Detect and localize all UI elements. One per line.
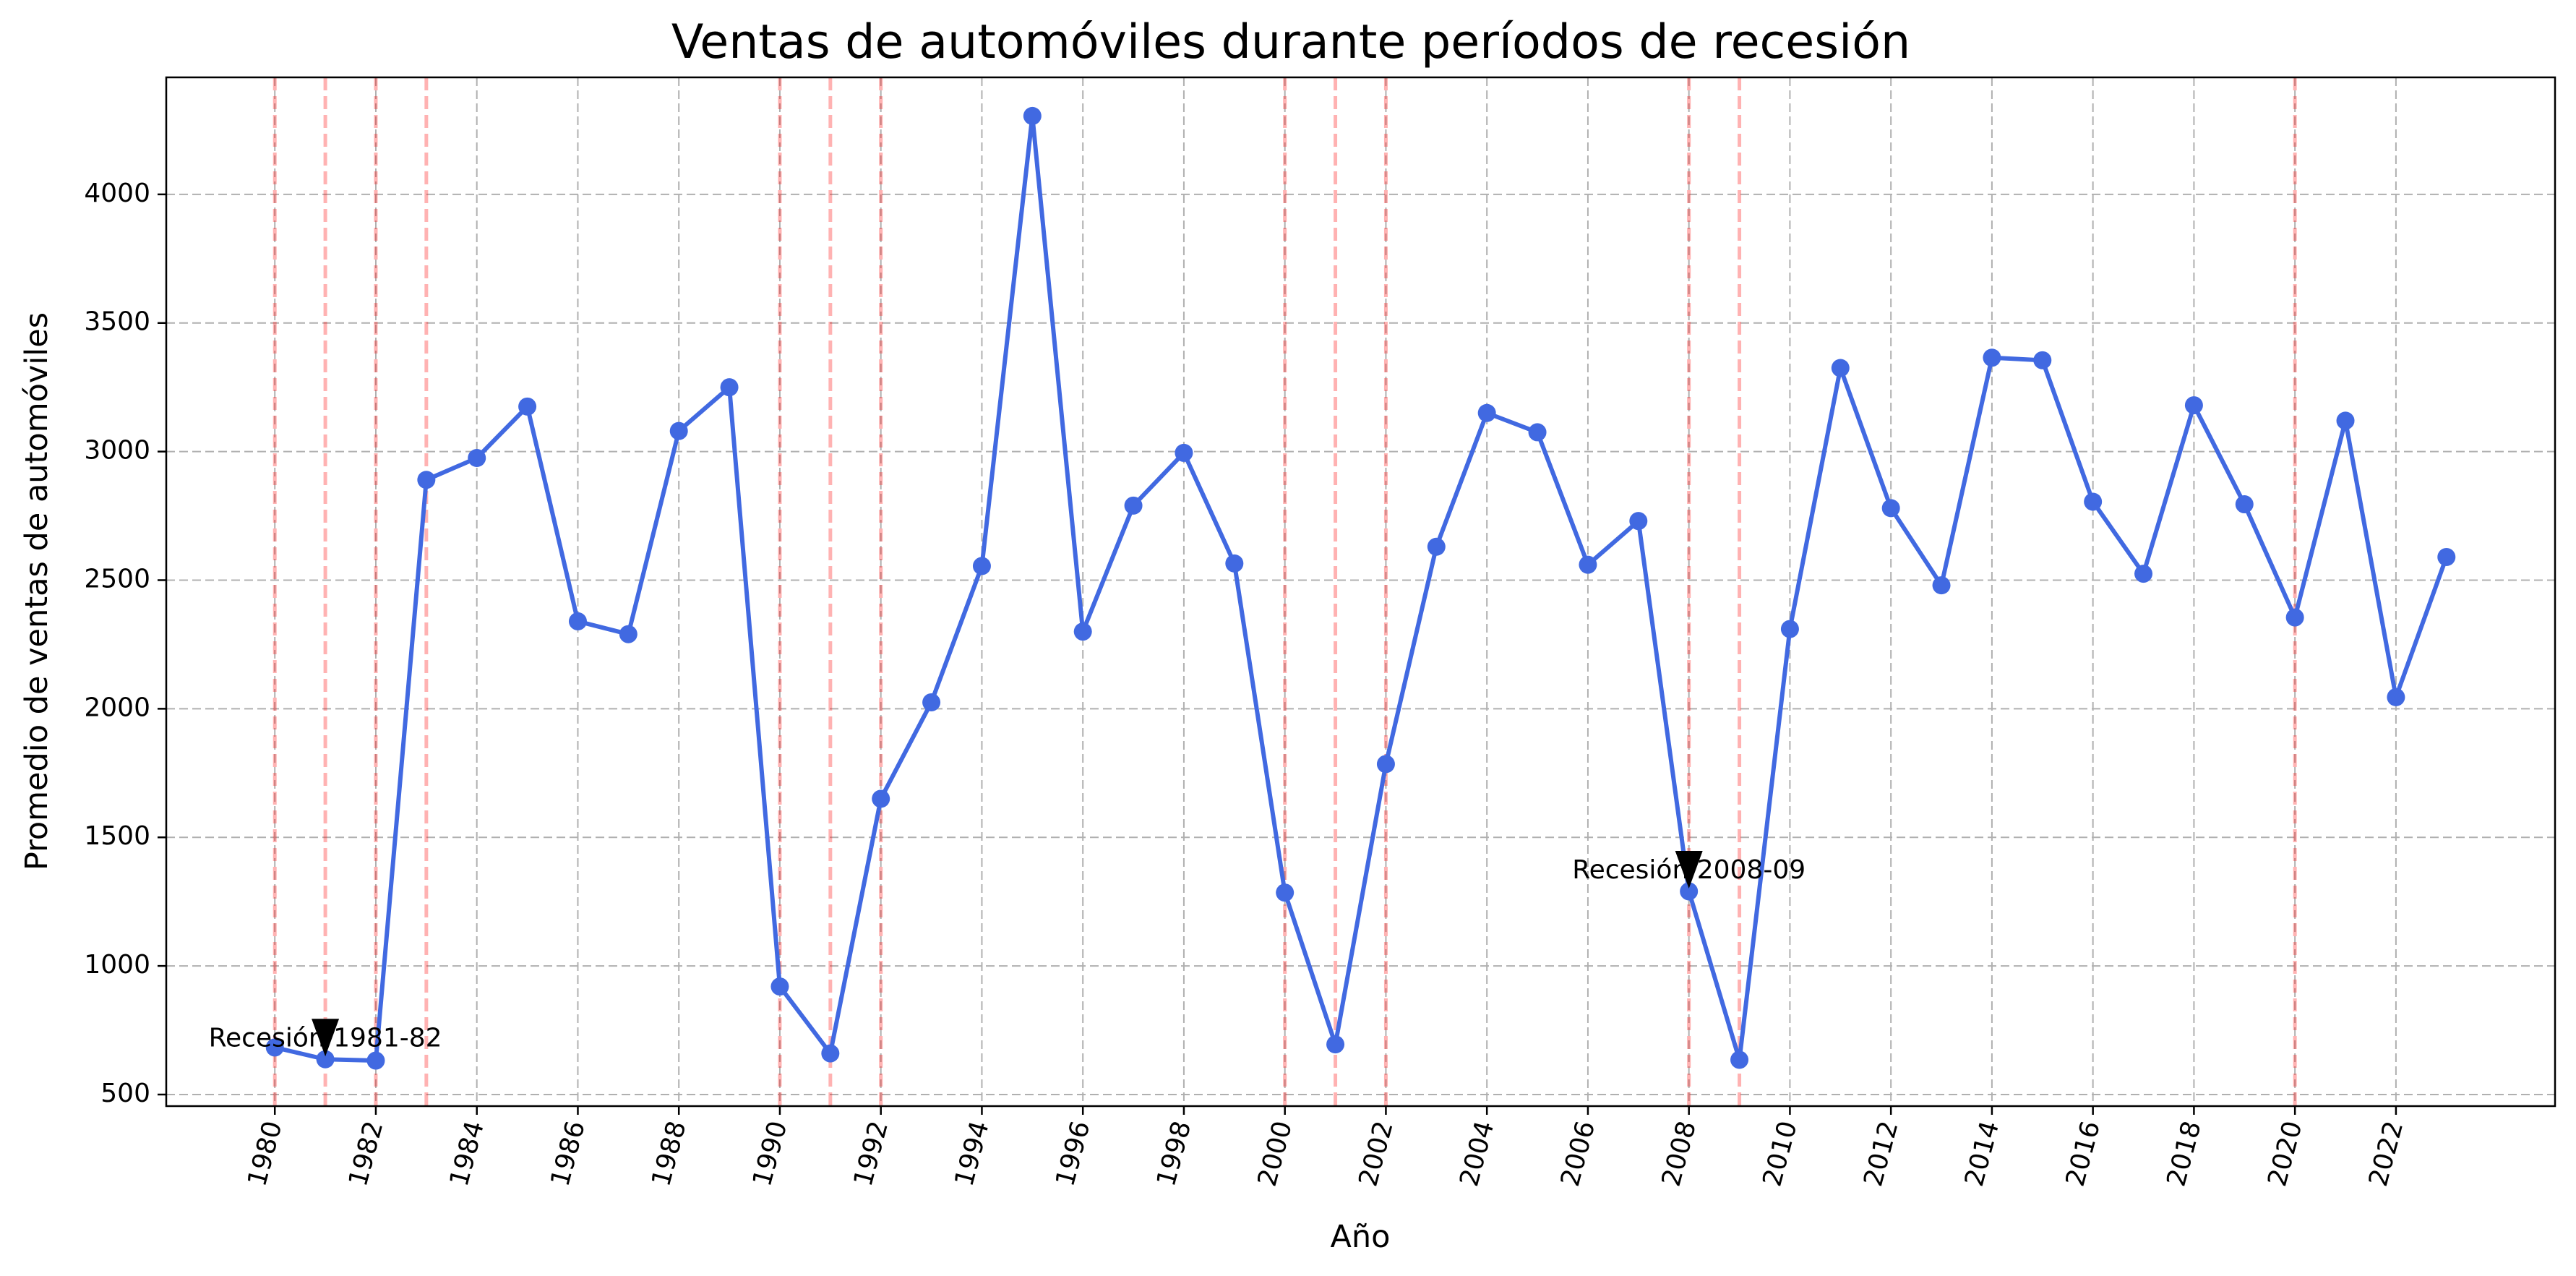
annotation-layer: Recesión 1981-82 Recesión 2008-09 xyxy=(209,850,1806,1057)
grid-layer xyxy=(166,77,2555,1106)
data-point xyxy=(265,1038,284,1057)
data-point xyxy=(316,1050,335,1069)
data-point xyxy=(2336,411,2355,430)
data-point xyxy=(1326,1035,1345,1054)
data-point xyxy=(1730,1050,1749,1069)
data-point xyxy=(2285,608,2304,627)
y-tick-label: 500 xyxy=(100,1079,150,1108)
data-point xyxy=(518,397,537,416)
data-point xyxy=(1831,359,1850,377)
data-point xyxy=(1932,576,1951,595)
data-point xyxy=(1983,348,2001,367)
data-point xyxy=(417,471,436,489)
y-tick-label: 3000 xyxy=(84,436,150,466)
series-line xyxy=(272,114,2449,1063)
data-point xyxy=(2184,396,2203,415)
data-point xyxy=(1073,622,1092,641)
data-point xyxy=(1276,883,1295,902)
data-point xyxy=(922,693,941,711)
chart-title: Ventas de automóviles durante períodos d… xyxy=(671,15,1910,69)
data-point xyxy=(972,557,991,575)
data-point xyxy=(468,449,486,468)
data-point xyxy=(2033,351,2052,369)
y-tick-label: 2000 xyxy=(84,693,150,722)
data-point xyxy=(1427,537,1446,556)
data-point xyxy=(2387,688,2405,706)
data-point xyxy=(1881,499,1900,518)
y-tick-label: 1500 xyxy=(84,821,150,851)
data-point xyxy=(2437,547,2456,566)
data-point xyxy=(1477,403,1496,422)
data-point xyxy=(1528,423,1547,442)
data-point xyxy=(872,789,890,808)
annotation-label: Recesión 1981-82 xyxy=(209,1023,442,1053)
data-point xyxy=(1629,512,1648,531)
data-point xyxy=(1579,555,1597,574)
data-point xyxy=(1780,620,1799,638)
y-tick-label: 3500 xyxy=(84,307,150,337)
data-point xyxy=(366,1051,385,1070)
data-point xyxy=(2235,495,2254,514)
y-tick-label: 2500 xyxy=(84,564,150,594)
data-point xyxy=(1680,882,1699,901)
annotation-label: Recesión 2008-09 xyxy=(1572,855,1806,885)
data-point xyxy=(1175,443,1193,462)
plot-frame xyxy=(165,76,2556,1108)
data-point xyxy=(720,378,739,397)
x-axis-title: Año xyxy=(1331,1219,1391,1255)
y-axis-title: Promedio de ventas de automóviles xyxy=(19,312,55,870)
tick-layer: 1980 1982 1984 1986 1988 1990 1992 1994 1996 1998… xyxy=(84,179,2409,1190)
data-point xyxy=(2084,492,2103,511)
data-point xyxy=(1225,554,1244,573)
data-point xyxy=(669,421,688,440)
annotation-arrow-head xyxy=(312,1019,340,1057)
recession-lines xyxy=(272,77,2297,1106)
data-point xyxy=(821,1044,840,1063)
data-point xyxy=(568,612,587,630)
data-point xyxy=(619,625,637,643)
data-point xyxy=(1124,496,1143,515)
annotation-arrow-head xyxy=(1675,850,1703,889)
data-point xyxy=(1023,106,1042,125)
series-layer xyxy=(265,106,2456,1070)
data-point xyxy=(770,977,789,996)
data-point xyxy=(1376,755,1395,774)
data-point xyxy=(2134,565,2153,583)
y-tick-label: 1000 xyxy=(84,950,150,980)
y-tick-label: 4000 xyxy=(84,179,150,208)
